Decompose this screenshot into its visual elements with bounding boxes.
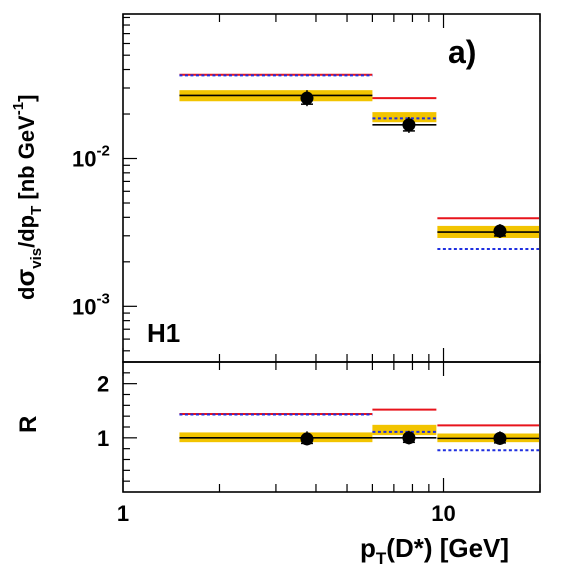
top-frame xyxy=(122,13,541,363)
bottom-data-point xyxy=(493,431,507,445)
top-data-point xyxy=(402,118,416,132)
top-y-tick-label: 10-3 xyxy=(72,290,110,319)
bottom-y-tick-label: 2 xyxy=(97,372,109,397)
bottom-data-point xyxy=(300,432,314,446)
bottom-data-point xyxy=(402,431,416,445)
experiment-label: H1 xyxy=(147,318,180,348)
ratio-panel: 12 xyxy=(97,361,541,493)
x-axis-label: pT(D*) [GeV] xyxy=(360,533,509,567)
panel-label: a) xyxy=(448,34,476,70)
x-tick-label: 1 xyxy=(117,501,129,526)
top-data-point xyxy=(493,224,507,238)
top-data-point xyxy=(300,91,314,105)
top-y-axis-label: dσvis/dpT [nb GeV-1] xyxy=(10,95,45,300)
x-tick-label: 10 xyxy=(431,501,455,526)
bottom-y-axis-label: R xyxy=(15,416,42,433)
top-uncertainty-band xyxy=(372,112,437,123)
bottom-y-tick-label: 1 xyxy=(97,426,109,451)
top-y-tick-label: 10-2 xyxy=(72,143,110,172)
bottom-uncertainty-band xyxy=(372,424,437,436)
bottom-frame xyxy=(122,361,541,493)
